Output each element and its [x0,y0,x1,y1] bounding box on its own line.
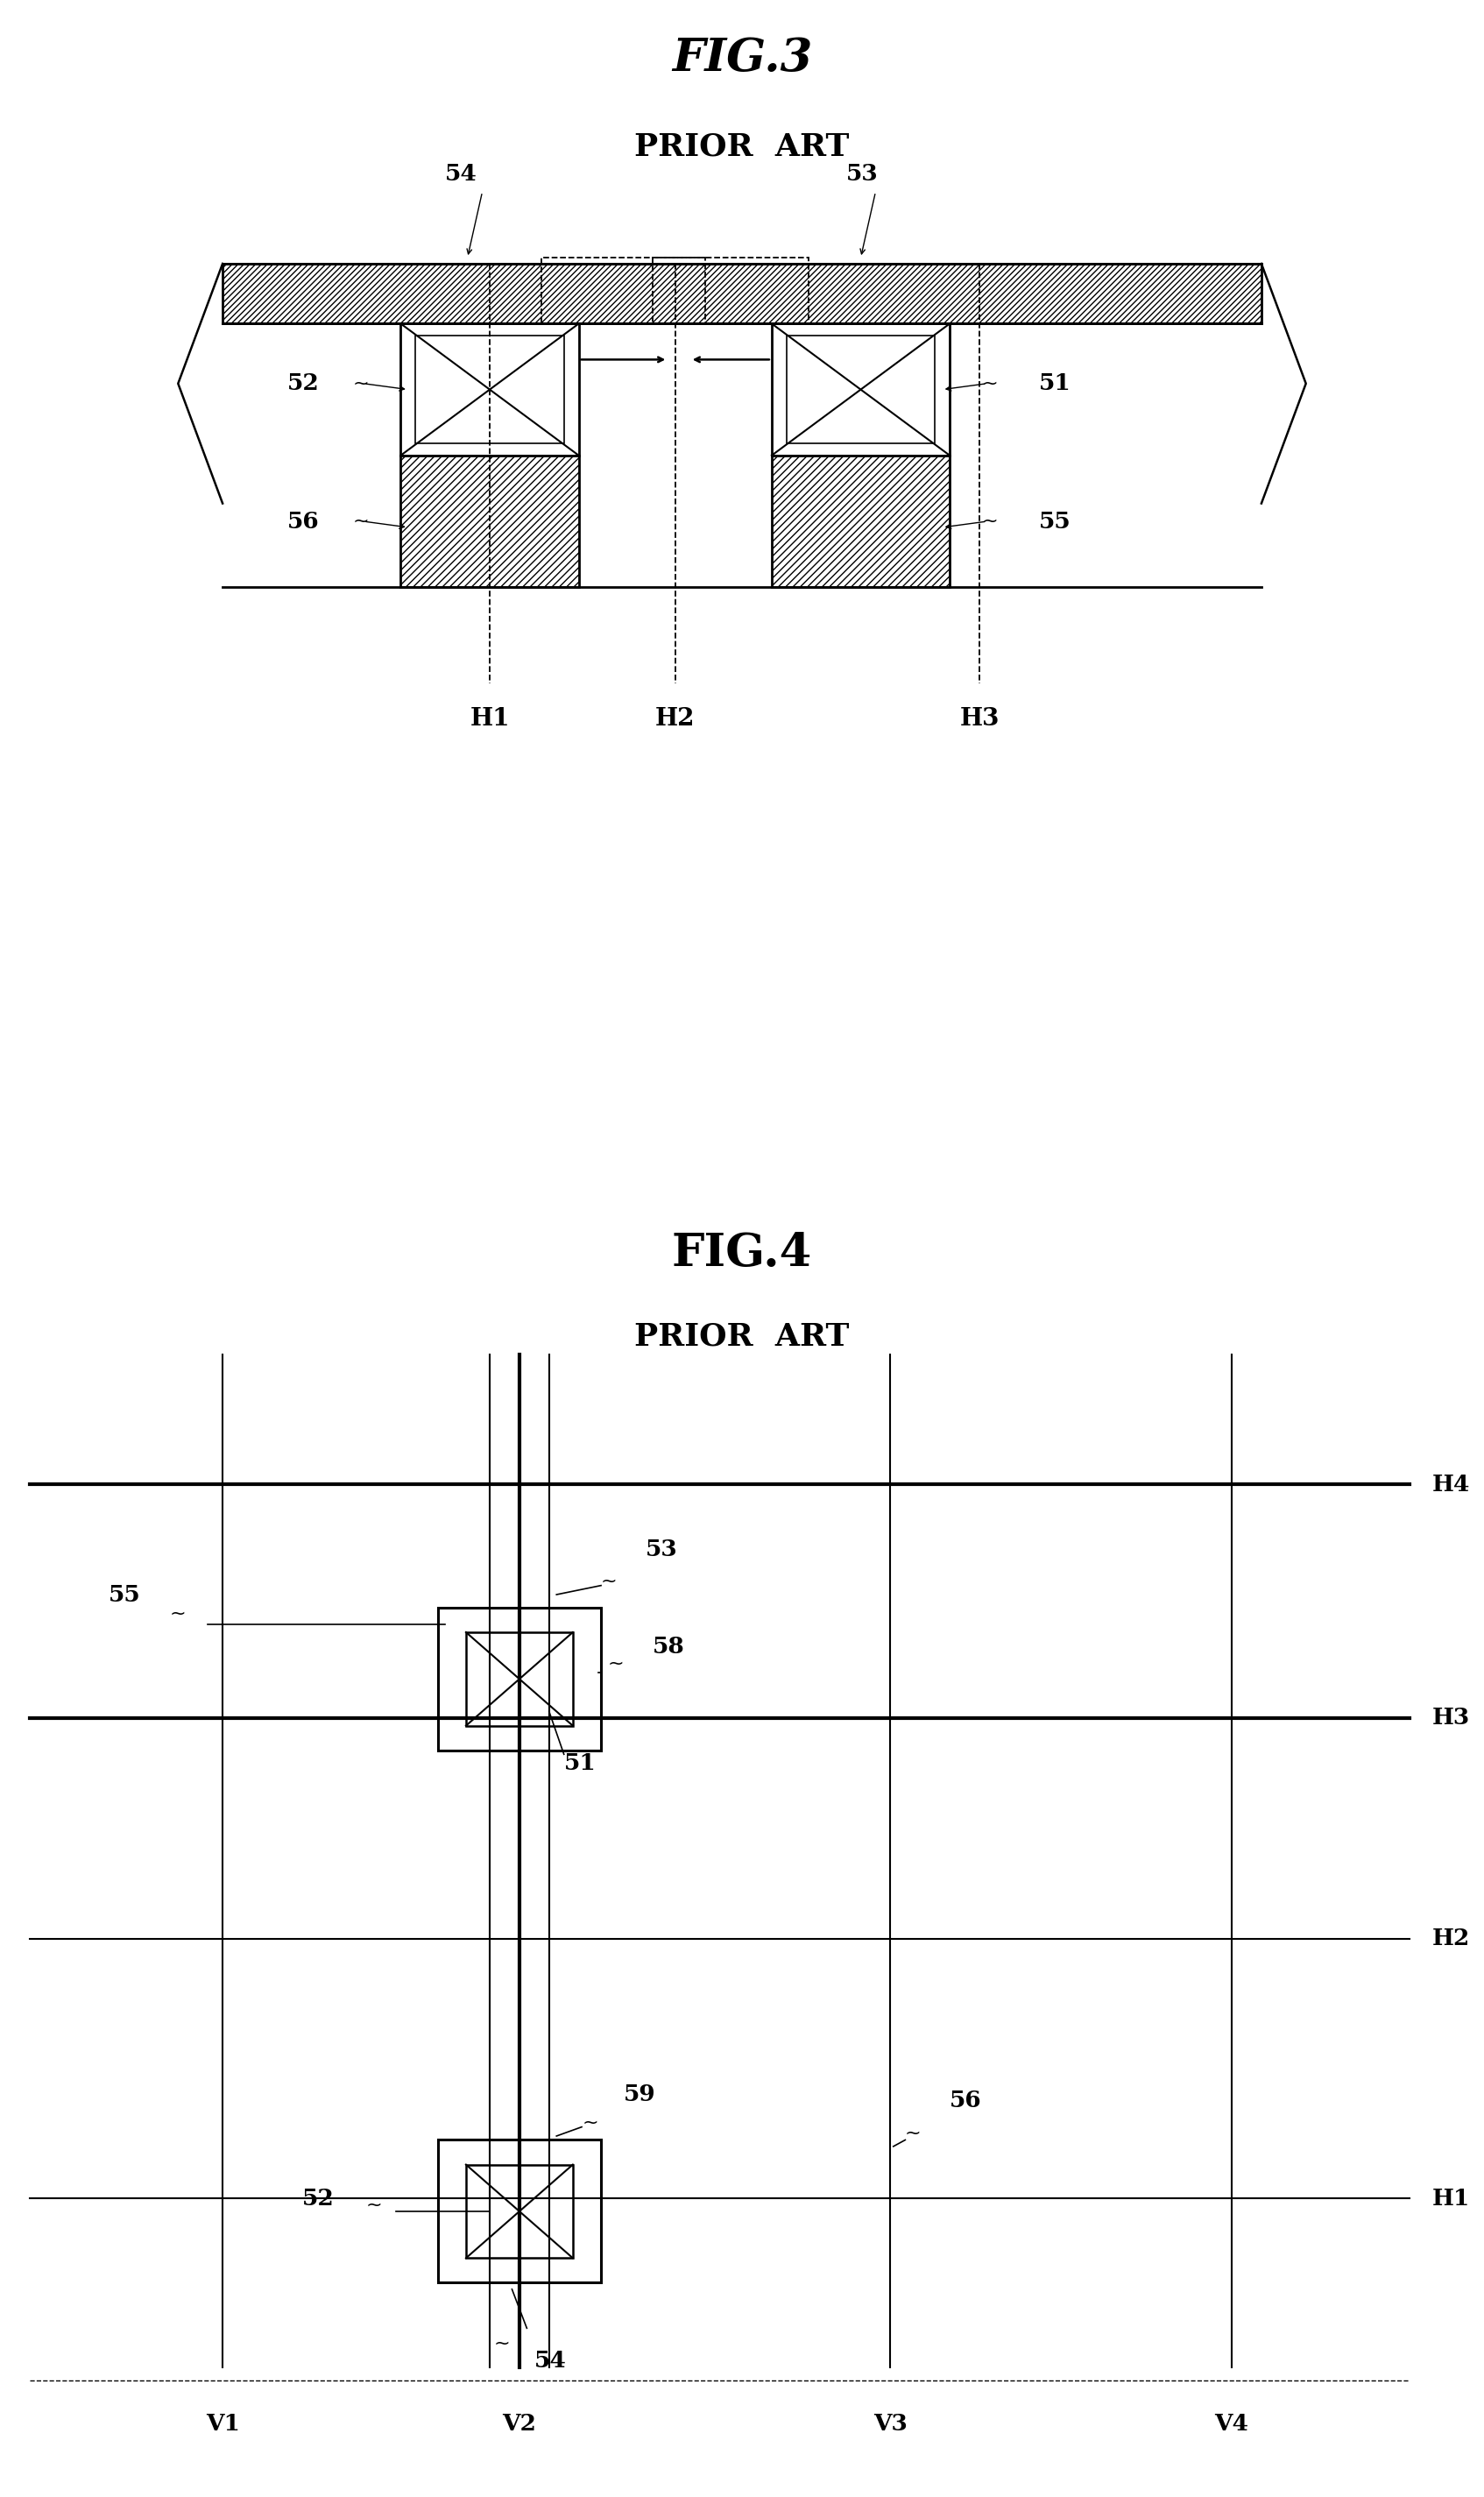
Text: ~: ~ [171,1606,186,1623]
Text: H2: H2 [656,707,695,732]
Text: 52: 52 [301,2187,334,2210]
Bar [772,454,950,587]
Bar [401,454,579,587]
Text: H3: H3 [1432,1708,1471,1728]
Bar [438,2140,601,2282]
Text: H1: H1 [470,707,509,732]
Text: 59: 59 [623,2082,656,2105]
Text: H4: H4 [1432,1473,1471,1496]
Text: PRIOR  ART: PRIOR ART [635,1321,849,1351]
Text: ~: ~ [583,2115,598,2132]
Bar [223,265,1261,325]
Text: ~: ~ [494,2335,509,2352]
Text: 55: 55 [108,1583,141,1606]
Bar [438,1608,601,1750]
Text: ~: ~ [905,2125,920,2142]
Text: V4: V4 [1214,2412,1250,2435]
Text: V2: V2 [503,2412,536,2435]
Text: ~: ~ [608,1656,623,1673]
Bar [653,257,809,325]
Text: V1: V1 [206,2412,239,2435]
Text: FIG.3: FIG.3 [672,35,812,80]
Text: 51: 51 [564,1753,597,1775]
Text: 55: 55 [1039,509,1071,532]
Text: 56: 56 [950,2090,982,2112]
Bar [772,325,950,454]
Text: 53: 53 [646,1538,678,1561]
Text: 58: 58 [653,1636,686,1658]
Text: 54: 54 [534,2350,567,2372]
Text: ~: ~ [982,375,997,392]
Bar [542,257,705,325]
Text: ~: ~ [353,512,368,529]
Text: ~: ~ [601,1573,616,1591]
Text: 54: 54 [445,162,478,185]
Text: H3: H3 [960,707,999,732]
Text: 53: 53 [846,162,879,185]
Text: PRIOR  ART: PRIOR ART [635,132,849,162]
Text: V3: V3 [874,2412,907,2435]
Text: 51: 51 [1039,372,1071,395]
Bar [401,325,579,454]
Text: FIG.4: FIG.4 [672,1231,812,1276]
Text: H1: H1 [1432,2187,1471,2210]
Bar [416,335,564,444]
Bar [466,2165,573,2257]
Text: 52: 52 [286,372,319,395]
Text: ~: ~ [982,512,997,529]
Bar [787,335,935,444]
Text: 56: 56 [286,509,319,532]
Text: H2: H2 [1432,1928,1471,1950]
Text: ~: ~ [353,375,368,392]
Bar [466,1633,573,1725]
Text: ~: ~ [367,2195,381,2215]
